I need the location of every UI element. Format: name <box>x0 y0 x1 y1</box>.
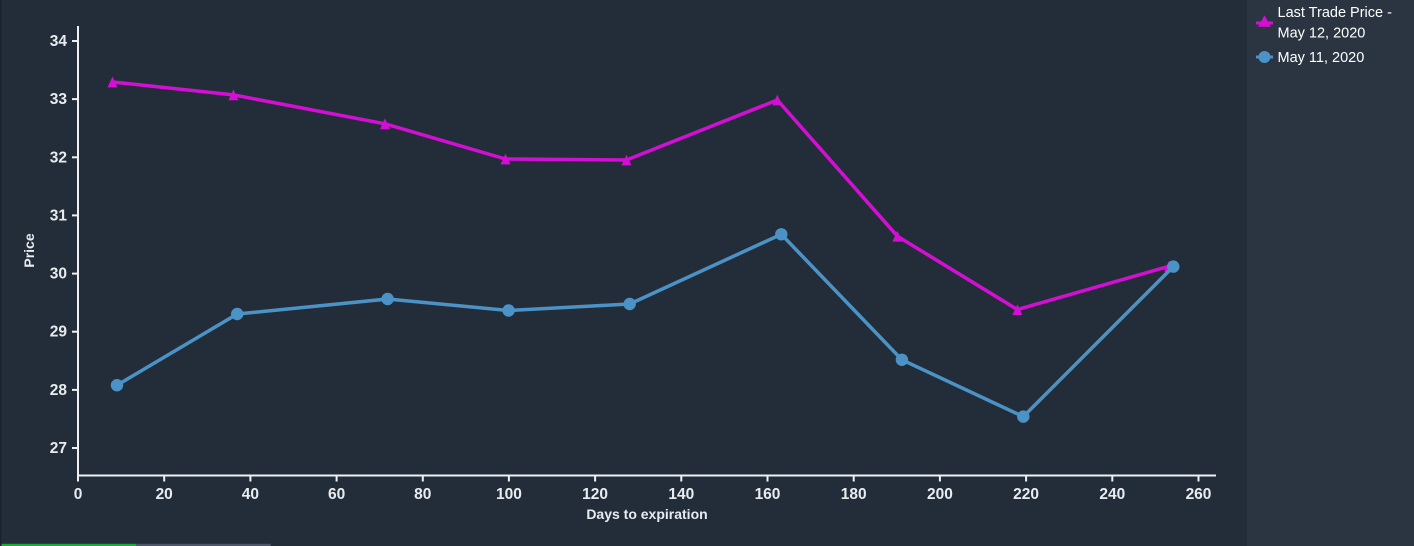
svg-text:180: 180 <box>841 486 867 503</box>
svg-text:100: 100 <box>496 486 522 503</box>
svg-text:140: 140 <box>668 486 694 503</box>
svg-text:Last Trade Price -: Last Trade Price - <box>1278 5 1393 21</box>
svg-text:Price: Price <box>21 233 37 267</box>
svg-text:33: 33 <box>50 91 68 108</box>
svg-text:260: 260 <box>1186 486 1212 503</box>
svg-text:160: 160 <box>755 486 781 503</box>
svg-text:Days to expiration: Days to expiration <box>586 506 707 522</box>
svg-text:May 12, 2020: May 12, 2020 <box>1278 26 1366 42</box>
svg-text:28: 28 <box>50 382 68 399</box>
svg-text:32: 32 <box>50 149 67 166</box>
svg-text:40: 40 <box>242 486 259 503</box>
svg-text:60: 60 <box>328 486 345 503</box>
svg-text:20: 20 <box>156 486 173 503</box>
svg-text:220: 220 <box>1013 486 1039 503</box>
svg-text:27: 27 <box>50 440 67 457</box>
svg-text:29: 29 <box>50 324 68 341</box>
svg-text:240: 240 <box>1099 486 1125 503</box>
svg-text:34: 34 <box>50 33 68 50</box>
svg-text:200: 200 <box>927 486 953 503</box>
svg-text:30: 30 <box>50 266 67 283</box>
svg-text:0: 0 <box>74 486 83 503</box>
svg-text:120: 120 <box>582 486 608 503</box>
svg-text:May 11, 2020: May 11, 2020 <box>1278 50 1365 66</box>
svg-text:31: 31 <box>50 207 68 224</box>
svg-text:80: 80 <box>414 486 431 503</box>
